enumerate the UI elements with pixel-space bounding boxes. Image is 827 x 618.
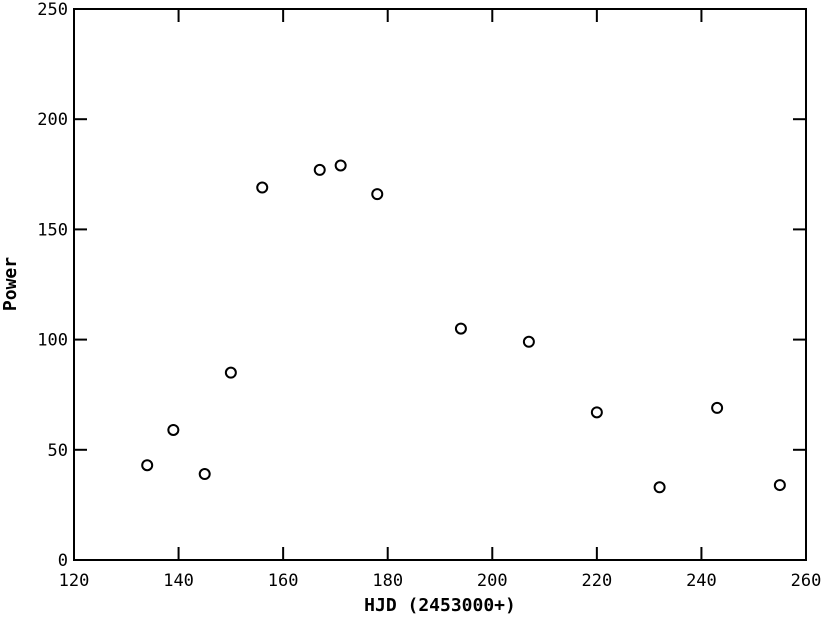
y-tick-label: 100: [37, 331, 68, 351]
x-tick-label: 140: [163, 571, 194, 591]
y-tick-label: 150: [37, 220, 68, 240]
x-tick-label: 120: [59, 571, 90, 591]
x-tick-label: 240: [686, 571, 717, 591]
data-point: [334, 159, 347, 172]
data-points: [141, 159, 786, 494]
y-axis-title: Power: [0, 257, 21, 311]
tick-labels: 120 140 160 180 200 220 240 260 0 50 100 150 200 250: [37, 0, 821, 591]
data-point: [224, 366, 237, 379]
data-point: [773, 479, 786, 492]
axis-ticks: [73, 8, 807, 561]
x-axis-title: HJD (2453000+): [364, 595, 516, 616]
x-tick-label: 260: [791, 571, 822, 591]
data-point: [653, 481, 666, 494]
data-point: [198, 468, 211, 481]
data-point: [256, 181, 269, 194]
y-tick-label: 200: [37, 110, 68, 130]
data-point: [522, 335, 535, 348]
y-tick-label: 0: [58, 551, 68, 571]
x-tick-label: 200: [477, 571, 508, 591]
data-point: [141, 459, 154, 472]
x-tick-label: 160: [268, 571, 299, 591]
data-point: [167, 423, 180, 436]
data-point: [313, 163, 326, 176]
data-point: [454, 322, 467, 335]
plot-frame: [73, 8, 807, 561]
x-tick-label: 220: [581, 571, 612, 591]
data-point: [371, 188, 384, 201]
data-point: [590, 406, 603, 419]
x-tick-label: 180: [372, 571, 403, 591]
y-tick-label: 50: [48, 441, 68, 461]
plot-axes: [73, 8, 807, 561]
y-tick-label: 250: [37, 0, 68, 20]
data-point: [711, 401, 724, 414]
